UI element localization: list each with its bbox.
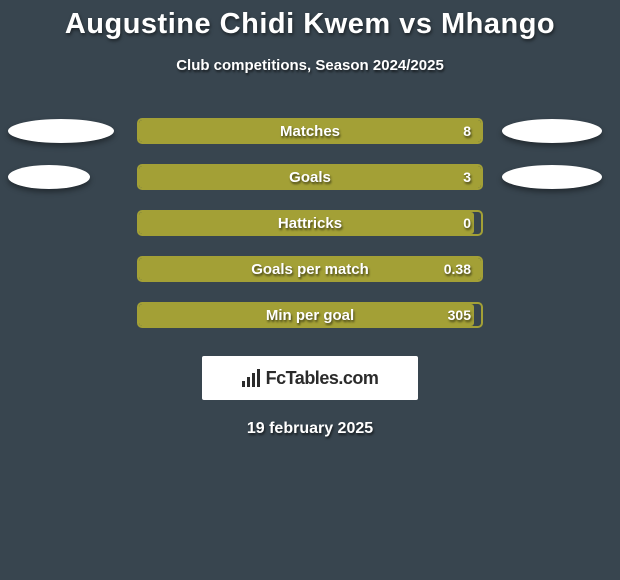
stat-label: Goals per match [139,258,481,280]
page-title: Augustine Chidi Kwem vs Mhango [0,8,620,41]
stat-label: Goals [139,166,481,188]
stat-label: Matches [139,120,481,142]
stat-row: Goals per match0.38 [0,256,620,282]
stat-value: 3 [463,166,471,188]
oval-right [502,119,602,143]
stat-bar: Hattricks0 [137,210,483,236]
stat-row: Matches8 [0,118,620,144]
stat-value: 305 [448,304,471,326]
brand-badge: FcTables.com [202,356,418,400]
stat-value: 0 [463,212,471,234]
comparison-card: Augustine Chidi Kwem vs Mhango Club comp… [0,0,620,438]
stat-row: Goals3 [0,164,620,190]
date-label: 19 february 2025 [0,420,620,438]
stat-bar: Min per goal305 [137,302,483,328]
stat-row: Hattricks0 [0,210,620,236]
stat-bar: Goals3 [137,164,483,190]
stats-list: Matches8Goals3Hattricks0Goals per match0… [0,118,620,328]
oval-left [8,119,114,143]
stat-value: 0.38 [444,258,471,280]
stat-label: Hattricks [139,212,481,234]
oval-left [8,165,90,189]
stat-value: 8 [463,120,471,142]
stat-bar: Goals per match0.38 [137,256,483,282]
stat-label: Min per goal [139,304,481,326]
stat-row: Min per goal305 [0,302,620,328]
subtitle: Club competitions, Season 2024/2025 [0,57,620,74]
bar-chart-icon [242,369,260,387]
brand-text: FcTables.com [266,368,379,389]
oval-right [502,165,602,189]
stat-bar: Matches8 [137,118,483,144]
